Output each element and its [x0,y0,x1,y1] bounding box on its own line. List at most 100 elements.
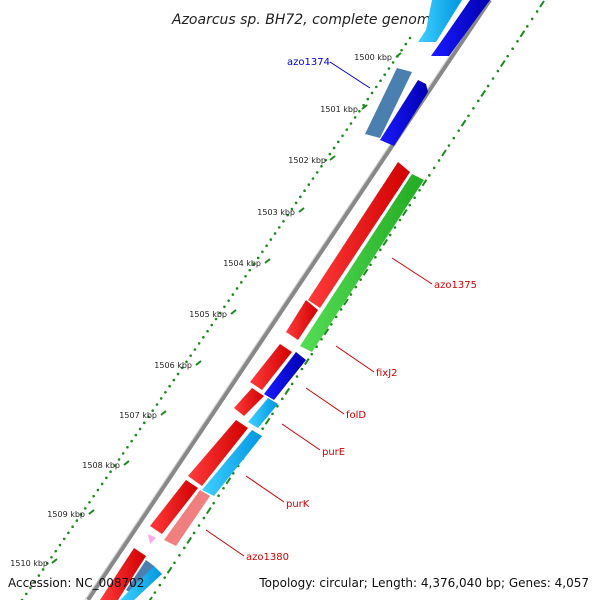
track-dash [460,119,467,127]
track-dot [428,174,431,177]
scale-tick [298,207,305,213]
track-dash [421,179,428,187]
track-dot [349,122,353,125]
scale-axis: 1500 kbp 1501 kbp 1502 kbp 1503 kbp 1504 kbp… [10,52,402,568]
cds-feature-azo1375-green [300,174,424,352]
cds-feature-azo1374 [365,68,412,138]
scale-tick [88,509,95,515]
track-dot [413,196,416,199]
track-dot [168,384,171,388]
track-dash [303,358,310,366]
track-dot [109,470,112,474]
track-dot [212,501,215,505]
track-dot [117,458,121,461]
track-dot [147,415,150,419]
track-dash [382,238,389,246]
track-dot [151,409,155,412]
gene-label-purE[interactable]: purE [322,447,345,458]
track-dot [71,525,74,528]
gene-label-azo1380[interactable]: azo1380 [246,552,289,563]
track-dash [362,268,369,276]
track-dot [511,47,514,50]
track-dot [370,91,374,95]
track-dot [290,207,294,211]
cds-feature-purE-cyan [248,398,278,428]
track-dot [62,537,66,541]
track-dot [173,561,176,565]
leader-azo1380 [205,529,245,557]
cds-feature-fixJ2 [286,300,318,340]
track-dot [472,107,475,110]
track-dot [183,546,186,550]
cds-feature-red-bottom [100,548,146,600]
leader-purE [281,423,321,451]
track-dot [153,591,157,594]
track-dash [205,507,212,515]
track-dot [222,486,225,490]
track-dot [273,232,277,235]
track-dot [210,323,214,327]
track-dot [189,354,192,357]
cds-feature-purK-cyan [202,430,262,496]
track-dot [217,494,220,498]
leader-azo1374 [329,61,371,89]
accession-text: Accession: NC_008702 [8,576,144,590]
scale-tick [361,104,368,110]
track-dash [480,89,487,97]
track-dot [138,427,142,431]
track-dot [192,531,196,535]
cds-feature-folD-red [250,344,292,390]
track-dash [499,60,506,68]
cds-feature-blue-azo1374 [380,80,428,146]
gene-label-azo1375[interactable]: azo1375 [434,280,477,291]
track-dot [83,507,87,510]
track-dot [281,397,284,401]
track-dot [467,114,470,118]
track-dot [121,452,125,455]
track-dot [362,103,365,107]
gene-label-azo1374[interactable]: azo1374 [287,57,330,68]
track-dot [530,17,534,21]
track-dot [324,158,327,162]
track-dot [379,248,382,252]
track-dash [148,596,153,600]
track-dot [155,403,159,406]
track-dot [58,543,62,547]
track-dot [202,336,205,339]
cds-feature-blue-top [431,0,490,56]
track-dot [271,412,274,416]
track-dash [264,417,271,425]
gene-label-folD[interactable]: folD [346,410,366,421]
track-dot [172,378,176,382]
scale-label: 1502 kbp [288,156,326,165]
track-dot [178,554,181,557]
leader-azo1375 [391,257,433,285]
track-dot [105,476,108,480]
summary-text: Topology: circular; Length: 4,376,040 bp… [258,576,589,590]
track-dot [197,524,201,527]
track-dot [256,256,260,260]
gene-label-fixJ2[interactable]: fixJ2 [376,368,398,379]
track-dot [265,244,268,247]
track-dot [353,116,357,119]
scale-label: 1504 kbp [223,259,261,268]
track-dot [277,226,281,229]
track-dot [269,238,273,241]
scale-tick [395,52,402,58]
scale-tick [329,155,336,161]
track-dot [214,317,218,321]
track-dot [286,213,289,217]
track-dot [408,36,412,40]
track-dot [303,189,306,193]
track-dot [231,293,235,296]
track-dot [379,79,382,83]
track-dot [341,134,344,138]
gene-label-purK[interactable]: purK [286,499,310,510]
track-dot [400,48,403,52]
scale-label: 1505 kbp [189,310,227,319]
track-dot [164,391,167,394]
track-dot [516,39,519,43]
cds-feature-azo1380-red [150,480,198,534]
track-dot [432,166,436,170]
scale-tick [264,258,271,264]
